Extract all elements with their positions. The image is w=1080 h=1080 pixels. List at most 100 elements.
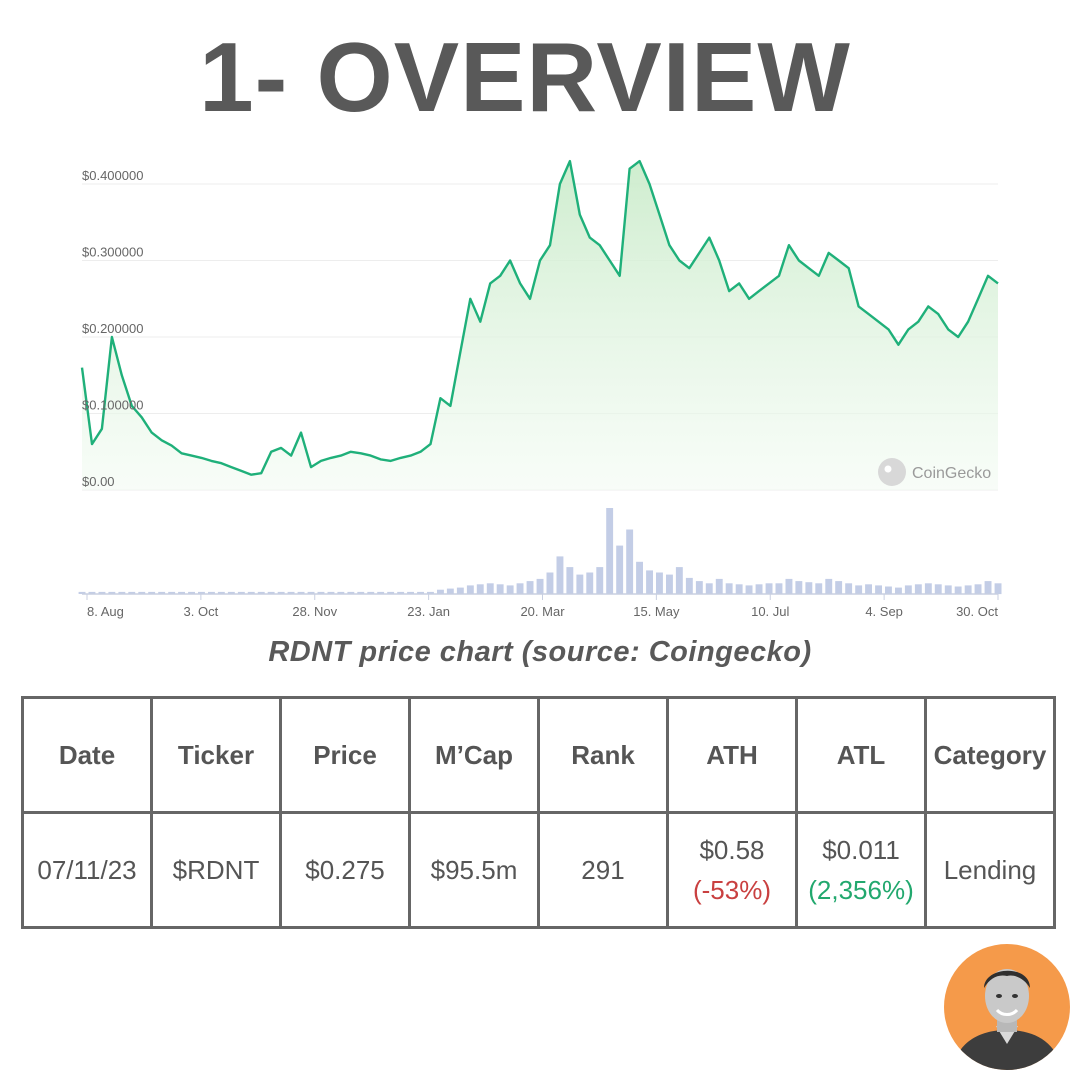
table-header-row: Date Ticker Price M’Cap Rank ATH ATL Cat… <box>21 696 1056 814</box>
volume-bar <box>845 583 853 595</box>
header-ath: ATH <box>666 696 798 814</box>
volume-bar <box>984 581 992 594</box>
volume-bar <box>725 583 733 595</box>
x-tick-label: 30. Oct <box>956 604 998 619</box>
volume-bar <box>486 583 494 595</box>
cell-ath: $0.58 (-53%) <box>666 811 798 929</box>
volume-bar <box>715 578 723 594</box>
volume-bar <box>118 591 126 594</box>
header-date: Date <box>21 696 153 814</box>
cell-ticker: $RDNT <box>150 811 282 929</box>
volume-bar <box>417 591 424 594</box>
volume-bar <box>188 591 195 594</box>
volume-bar <box>954 586 962 594</box>
volume-bar <box>576 574 584 594</box>
atl-value: $0.011 <box>822 835 900 865</box>
page-title: 1- OVERVIEW <box>199 22 851 132</box>
y-tick-label: $0.400000 <box>82 168 143 183</box>
x-tick-label: 3. Oct <box>184 604 219 619</box>
x-tick-label: 8. Aug <box>87 604 124 619</box>
volume-bar <box>685 577 693 594</box>
overview-table: Date Ticker Price M’Cap Rank ATH ATL Cat… <box>21 696 1056 929</box>
volume-bar <box>835 581 843 594</box>
volume-bar <box>337 591 345 594</box>
price-chart: $0.400000 $0.300000 $0.200000 $0.100000 $0.0… <box>78 159 1002 619</box>
volume-bar <box>476 584 484 594</box>
cell-date: 07/11/23 <box>21 811 153 929</box>
volume-bar <box>695 581 703 594</box>
y-tick-label: $0.100000 <box>82 398 143 413</box>
volume-bar <box>148 591 156 594</box>
volume-bar <box>178 591 185 594</box>
volume-bar <box>964 585 972 594</box>
ath-change: (-53%) <box>692 875 771 905</box>
volume-bar <box>745 585 753 594</box>
volume-bar <box>267 591 275 594</box>
volume-bar <box>636 561 643 595</box>
volume-bar <box>885 586 892 594</box>
volume-bar <box>387 591 395 594</box>
atl-change: (2,356%) <box>808 875 914 905</box>
header-rank: Rank <box>537 696 669 814</box>
volume-bar <box>904 585 912 594</box>
volume-bar <box>327 591 335 594</box>
volume-bar <box>944 585 952 594</box>
ath-value: $0.58 <box>699 835 765 865</box>
volume-bar <box>456 587 464 595</box>
volume-bar <box>596 567 604 594</box>
volume-bar <box>198 591 205 594</box>
cell-atl: $0.011 (2,356%) <box>795 811 927 929</box>
y-tick-label: $0.200000 <box>82 321 143 336</box>
volume-bar <box>705 583 713 595</box>
volume-bar <box>526 581 534 594</box>
volume-bar <box>675 567 683 594</box>
volume-bar <box>855 585 863 594</box>
volume-bar <box>865 584 872 594</box>
header-ticker: Ticker <box>150 696 282 814</box>
chart-caption: RDNT price chart (source: Coingecko) <box>268 636 812 668</box>
volume-bar <box>307 591 315 594</box>
volume-bar <box>516 583 524 595</box>
header-mcap: M’Cap <box>408 696 540 814</box>
volume-bar <box>496 584 504 594</box>
volume-bar <box>138 591 146 594</box>
volume-bar <box>795 581 803 594</box>
volume-bar <box>934 584 942 594</box>
volume-bar <box>277 591 285 594</box>
header-price: Price <box>279 696 411 814</box>
volume-bar <box>98 591 106 594</box>
volume-bar <box>646 570 653 595</box>
table-row: 07/11/23 $RDNT $0.275 $95.5m 291 $0.58 (… <box>21 811 1056 929</box>
volume-bar <box>78 591 86 594</box>
coingecko-logo-icon <box>878 458 906 486</box>
volume-bar <box>208 591 215 594</box>
volume-bar <box>536 578 544 594</box>
header-category: Category <box>924 696 1056 814</box>
person-icon <box>952 969 1062 1070</box>
x-tick-label: 23. Jan <box>407 604 450 619</box>
volume-bar <box>357 591 365 594</box>
volume-bar <box>466 585 474 594</box>
volume-bar <box>128 591 136 594</box>
volume-bar <box>815 583 823 595</box>
x-tick-label: 20. Mar <box>520 604 565 619</box>
volume-bar <box>168 591 176 594</box>
volume-bar <box>924 583 932 595</box>
volume-bar <box>297 591 305 594</box>
volume-bar <box>805 582 813 594</box>
volume-bar <box>108 591 116 594</box>
volume-bar <box>914 584 922 594</box>
volume-bar <box>287 591 295 594</box>
volume-bar <box>775 583 783 595</box>
coingecko-watermark: CoinGecko <box>878 458 991 486</box>
volume-bar <box>397 591 405 594</box>
volume-bar <box>427 591 434 594</box>
volume-bar <box>825 578 833 594</box>
volume-bar <box>237 591 245 594</box>
watermark-text: CoinGecko <box>912 465 991 482</box>
volume-bar <box>158 591 166 594</box>
volume-bar <box>257 591 265 594</box>
volume-bar <box>317 591 325 594</box>
volume-bar <box>446 588 454 594</box>
volume-bar <box>227 591 235 594</box>
